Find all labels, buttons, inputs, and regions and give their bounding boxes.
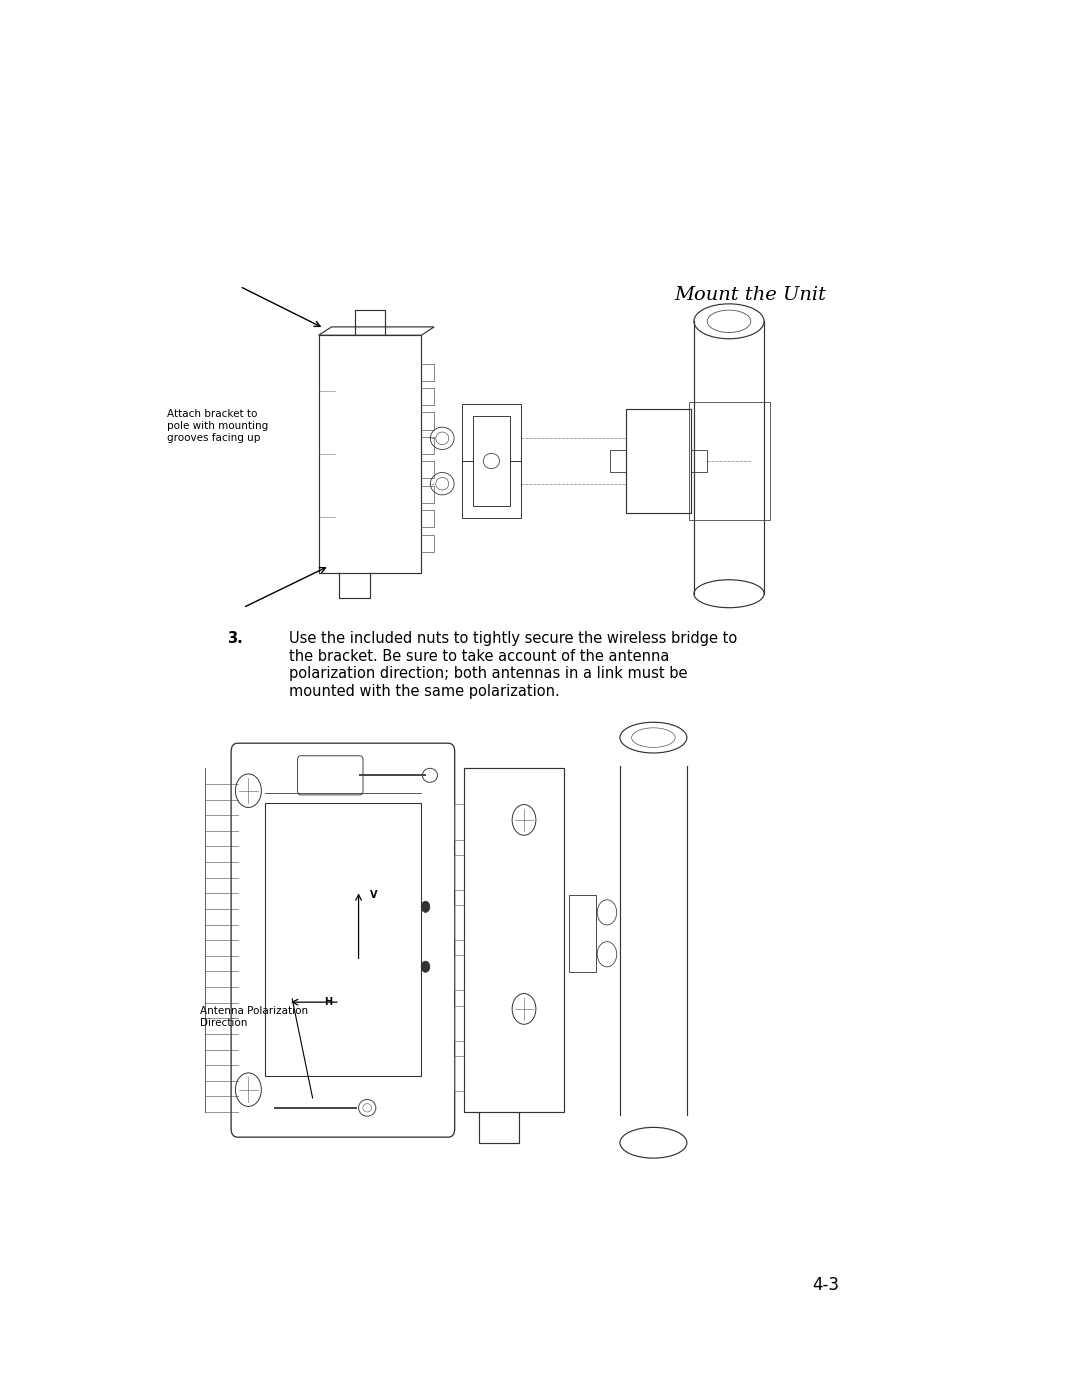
Text: Use the included nuts to tightly secure the wireless bridge to
the bracket. Be s: Use the included nuts to tightly secure …: [289, 631, 738, 698]
Bar: [610, 450, 626, 472]
Text: 4-3: 4-3: [813, 1277, 840, 1294]
Text: Mount the Unit: Mount the Unit: [675, 286, 826, 303]
Text: Attach bracket to
pole with mounting
grooves facing up: Attach bracket to pole with mounting gro…: [167, 409, 269, 443]
Bar: [689, 402, 770, 520]
Text: V: V: [370, 890, 378, 900]
Circle shape: [421, 961, 430, 972]
Bar: [691, 450, 707, 472]
Text: Antenna Polarization
Direction: Antenna Polarization Direction: [200, 1006, 308, 1028]
Text: H: H: [324, 997, 333, 1007]
Bar: [464, 768, 564, 1112]
Circle shape: [421, 901, 430, 912]
Bar: [569, 895, 596, 972]
Text: 3.: 3.: [227, 631, 243, 647]
Bar: [265, 803, 421, 1076]
